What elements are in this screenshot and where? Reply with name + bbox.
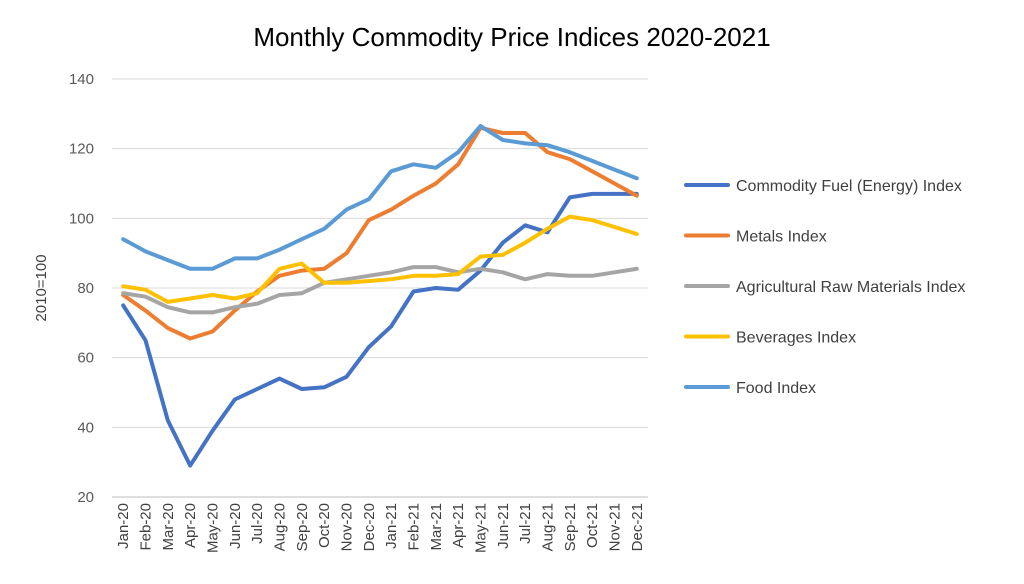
y-tick-label: 20 — [77, 489, 94, 506]
x-tick-label: Jul-21 — [517, 503, 534, 544]
x-tick-label: Jan-21 — [383, 503, 400, 549]
y-tick-label: 140 — [69, 71, 94, 88]
y-axis-ticks: 20 40 60 80 100 120 140 — [69, 71, 94, 506]
x-tick-label: Nov-20 — [339, 503, 356, 551]
x-tick-label: May-21 — [473, 503, 490, 553]
legend-item: Commodity Fuel (Energy) Index — [684, 178, 962, 195]
series-line-1 — [121, 191, 639, 468]
legend-label: Food Index — [736, 380, 816, 397]
legend-label: Metals Index — [736, 229, 827, 246]
y-tick-label: 60 — [77, 350, 94, 367]
x-tick-label: Nov-21 — [607, 503, 624, 551]
x-tick-label: May-20 — [205, 503, 222, 553]
series-line-3 — [121, 265, 639, 315]
x-tick-label: Jun-20 — [227, 503, 244, 549]
legend-item: Agricultural Raw Materials Index — [684, 279, 965, 296]
series-line-4 — [121, 214, 639, 304]
chart-title: Monthly Commodity Price Indices 2020-202… — [253, 22, 770, 52]
y-tick-label: 40 — [77, 419, 94, 436]
x-tick-label: Mar-20 — [160, 503, 177, 551]
x-tick-label: Jul-20 — [249, 503, 266, 544]
y-tick-label: 100 — [69, 210, 94, 227]
x-tick-label: Mar-21 — [428, 503, 445, 551]
x-tick-label: Feb-21 — [406, 503, 423, 551]
series-lines — [121, 124, 639, 468]
gridlines — [112, 78, 648, 498]
legend-label: Beverages Index — [736, 330, 856, 347]
legend-item: Beverages Index — [684, 330, 856, 347]
legend: Commodity Fuel (Energy) Index Metals Inde… — [684, 178, 965, 397]
x-axis-ticks: Jan-20 Feb-20 Mar-20 Apr-20 May-20 Jun-20 Jul-… — [115, 503, 646, 553]
series-line-2 — [121, 125, 639, 341]
x-tick-label: Jun-21 — [495, 503, 512, 549]
x-tick-label: Feb-20 — [138, 503, 155, 551]
x-tick-label: Jan-20 — [115, 503, 132, 549]
x-tick-label: Apr-20 — [182, 503, 199, 548]
x-tick-label: Aug-20 — [272, 503, 289, 551]
x-tick-label: Oct-21 — [584, 503, 601, 548]
legend-label: Agricultural Raw Materials Index — [736, 279, 965, 296]
series-line-5 — [121, 124, 639, 271]
legend-item: Food Index — [684, 380, 816, 397]
x-tick-label: Dec-20 — [361, 503, 378, 551]
x-tick-label: Oct-20 — [316, 503, 333, 548]
x-tick-label: Sep-21 — [562, 503, 579, 551]
x-tick-label: Dec-21 — [629, 503, 646, 551]
y-tick-label: 80 — [77, 280, 94, 297]
x-tick-label: Apr-21 — [450, 503, 467, 548]
x-tick-label: Aug-21 — [540, 503, 557, 551]
y-tick-label: 120 — [69, 141, 94, 158]
x-tick-label: Sep-20 — [294, 503, 311, 551]
legend-item: Metals Index — [684, 229, 827, 246]
y-axis-label: 2010=100 — [33, 254, 50, 321]
legend-label: Commodity Fuel (Energy) Index — [736, 178, 962, 195]
